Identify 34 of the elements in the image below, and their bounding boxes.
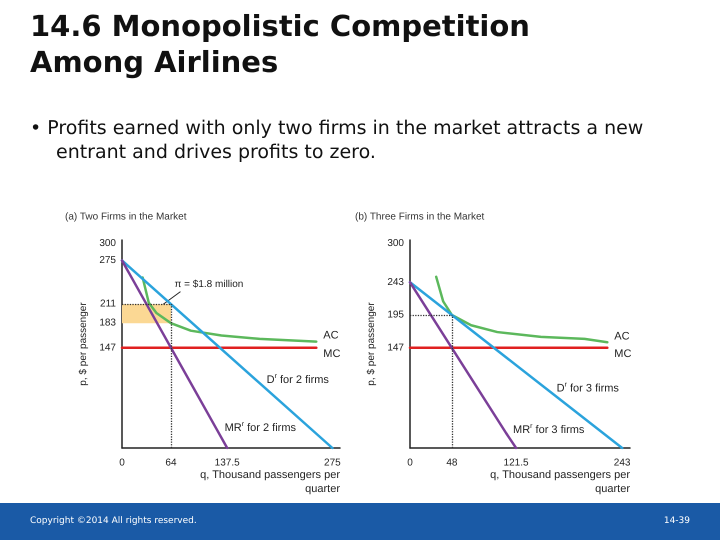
- x-tick-label: 121.5: [504, 458, 530, 468]
- x-axis-title: q, Thousand passengers per quarter: [489, 468, 630, 496]
- text: Copyright ©2014 All rights reserved.: [30, 516, 197, 526]
- y-tick-label: 275: [99, 254, 116, 266]
- line-series: [434, 276, 609, 344]
- y-tick-label: 183: [99, 318, 116, 329]
- y-tick-label: 147: [387, 342, 404, 354]
- x-axis-title: q, Thousand passengers per quarter: [199, 468, 340, 496]
- x-tick-label: 0: [407, 458, 414, 468]
- y-tick-label: 195: [387, 310, 404, 321]
- chart-title: (a) Two Firms in the Market: [65, 212, 187, 222]
- y-tick-label: 211: [100, 298, 116, 310]
- series-label: AC: [614, 330, 630, 342]
- series-label: AC: [323, 330, 339, 342]
- annotation: π = $1.8 million: [174, 279, 244, 290]
- x-tick-label: 275: [324, 458, 342, 468]
- x-tick-label: 48: [446, 458, 458, 468]
- x-tick-label: 0: [119, 458, 126, 468]
- y-tick-label: 243: [387, 276, 404, 288]
- x-tick-label: 64: [165, 458, 177, 468]
- y-tick-label: 300: [99, 238, 116, 249]
- y-tick-label: 300: [387, 238, 404, 249]
- y-axis-title: p, $ per passenger: [78, 302, 89, 386]
- y-tick-label: 147: [99, 342, 116, 354]
- x-tick-label: 137.5: [214, 458, 240, 468]
- line-series: [141, 276, 318, 343]
- series-label: MC: [614, 348, 632, 360]
- text: 14-39: [664, 516, 690, 526]
- chart-title: (b) Three Firms in the Market: [355, 212, 485, 222]
- text: • Profits earned with only two firms in the market attracts a new entrant and drives profits to zero.: [30, 116, 644, 164]
- x-tick-label: 243: [614, 458, 631, 468]
- text: 14.6 Monopolistic Competition Among Airlines: [30, 8, 531, 80]
- series-label: MC: [323, 348, 340, 360]
- y-axis-title: p, $ per passenger: [366, 302, 377, 386]
